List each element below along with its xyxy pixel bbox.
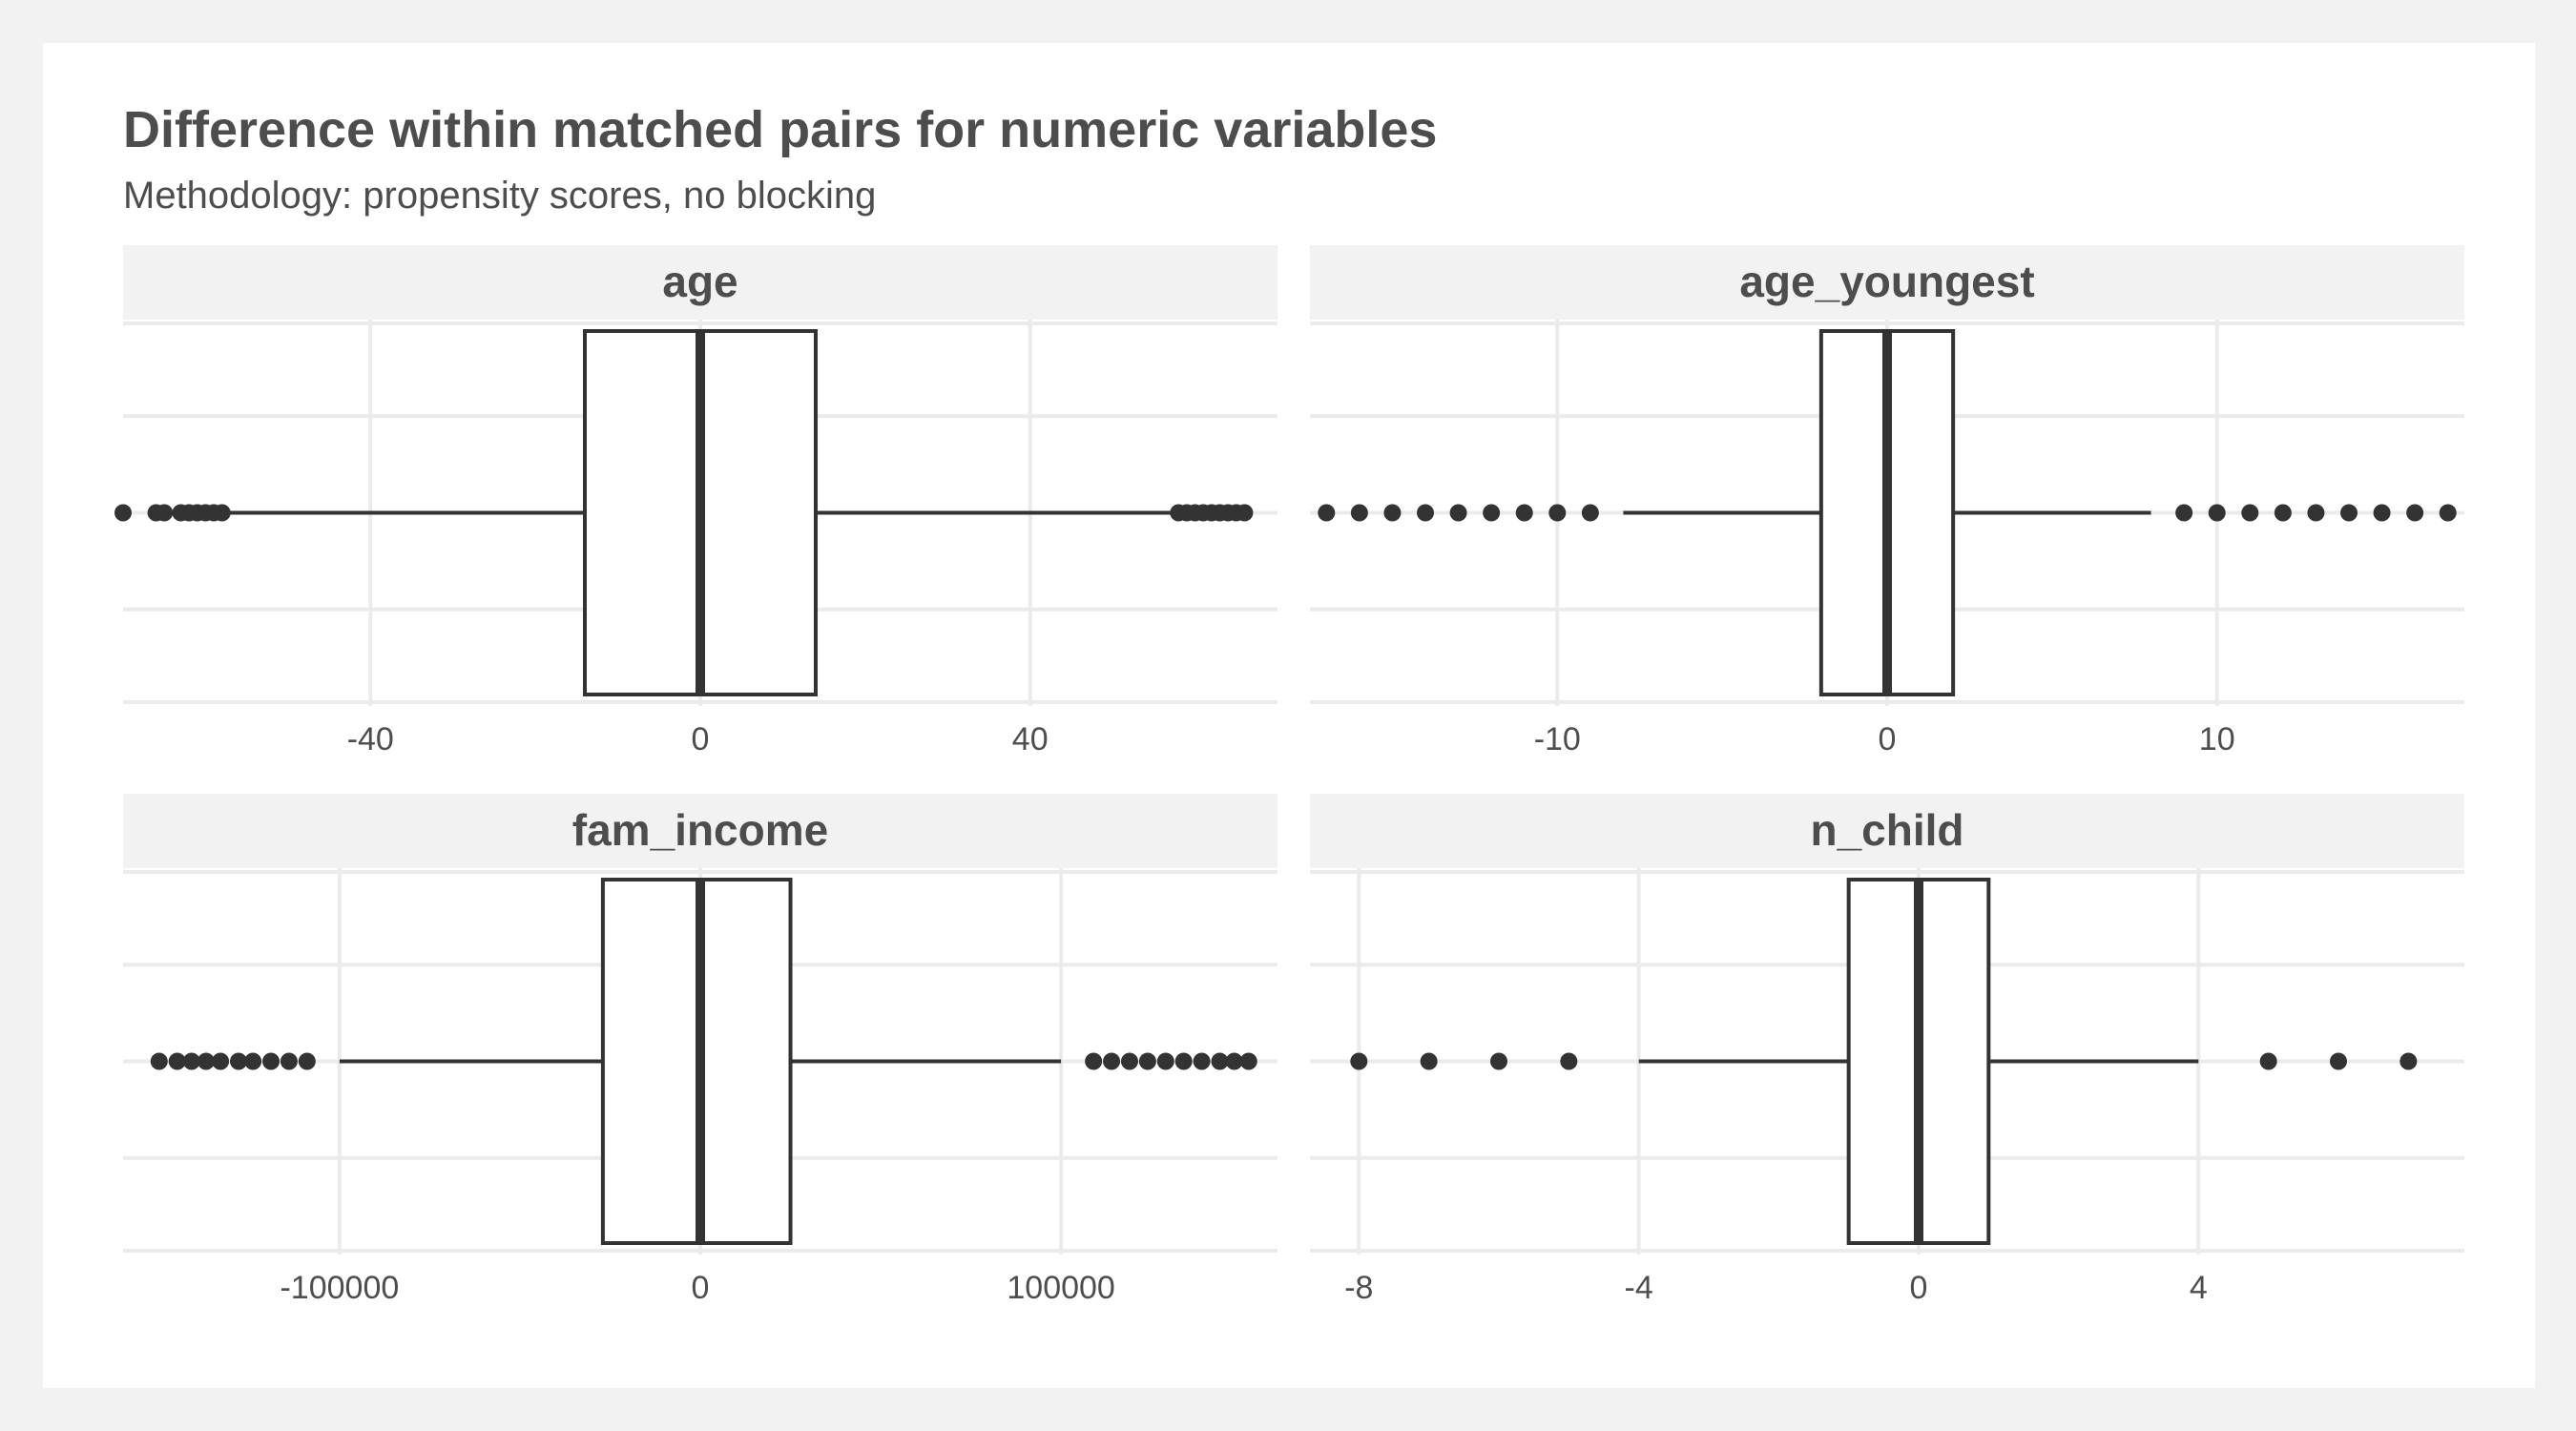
outlier-point xyxy=(1239,1052,1257,1070)
outlier-point xyxy=(1193,1052,1211,1070)
outlier-point xyxy=(2399,1052,2418,1070)
facet-strip xyxy=(1310,245,2464,320)
outlier-point xyxy=(1120,1052,1138,1070)
facet-strip xyxy=(123,245,1278,320)
outlier-point xyxy=(150,1052,168,1070)
outlier-point xyxy=(182,1052,200,1070)
outlier-point xyxy=(1156,1052,1174,1070)
x-tick-label: 100000 xyxy=(1007,1270,1114,1306)
outlier-point xyxy=(1138,1052,1156,1070)
outlier-point xyxy=(156,504,174,522)
facet-strip-label: age_youngest xyxy=(1739,257,2034,306)
x-tick-label: 10 xyxy=(2199,721,2235,757)
outlier-point xyxy=(262,1052,280,1070)
outlier-point xyxy=(197,1052,215,1070)
outlier-point xyxy=(1490,1052,1507,1070)
outlier-point xyxy=(2241,504,2259,522)
x-tick-label: 0 xyxy=(1910,1270,1928,1306)
x-tick-label: -8 xyxy=(1344,1270,1373,1306)
outlier-point xyxy=(230,1052,247,1070)
x-tick-label: -10 xyxy=(1534,721,1581,757)
outlier-point xyxy=(1350,504,1368,522)
outlier-point xyxy=(168,1052,186,1070)
x-tick-label: -40 xyxy=(347,721,394,757)
facet-strip xyxy=(123,794,1278,868)
outlier-point xyxy=(1449,504,1467,522)
outlier-point xyxy=(1236,504,1254,522)
outlier-point xyxy=(244,1052,262,1070)
facet-strip-label: n_child xyxy=(1810,805,1963,855)
facet-strip-label: fam_income xyxy=(572,805,828,855)
chart-card: Difference within matched pairs for nume… xyxy=(43,43,2535,1388)
chart-title: Difference within matched pairs for nume… xyxy=(123,101,1438,158)
outlier-point xyxy=(1417,504,1434,522)
outlier-point xyxy=(2340,504,2358,522)
outlier-point xyxy=(1103,1052,1121,1070)
x-tick-label: 4 xyxy=(2190,1270,2208,1306)
outlier-point xyxy=(1211,1052,1229,1070)
outlier-point xyxy=(298,1052,316,1070)
x-tick-label: 0 xyxy=(1879,721,1897,757)
x-tick-label: 0 xyxy=(692,1270,710,1306)
outlier-point xyxy=(2259,1052,2277,1070)
outlier-point xyxy=(2274,504,2292,522)
outlier-point xyxy=(114,504,132,522)
facet-strip-label: age xyxy=(662,257,737,306)
outlier-point xyxy=(1350,1052,1368,1070)
outlier-point xyxy=(2330,1052,2347,1070)
outlier-point xyxy=(1581,504,1599,522)
outlier-point xyxy=(1420,1052,1438,1070)
outlier-point xyxy=(1225,1052,1243,1070)
outlier-point xyxy=(280,1052,298,1070)
x-tick-label: 40 xyxy=(1012,721,1049,757)
facet-strip xyxy=(1310,794,2464,868)
x-tick-label: 0 xyxy=(692,721,710,757)
outlier-point xyxy=(212,1052,230,1070)
outlier-point xyxy=(1560,1052,1578,1070)
outlier-point xyxy=(2307,504,2325,522)
outlier-point xyxy=(1174,1052,1193,1070)
outlier-point xyxy=(2439,504,2457,522)
outlier-point xyxy=(2175,504,2193,522)
chart-subtitle: Methodology: propensity scores, no block… xyxy=(123,175,877,217)
x-tick-label: -100000 xyxy=(280,1270,399,1306)
outlier-point xyxy=(1515,504,1533,522)
outlier-point xyxy=(1383,504,1402,522)
x-tick-label: -4 xyxy=(1625,1270,1653,1306)
outlier-point xyxy=(1318,504,1336,522)
outlier-point xyxy=(2373,504,2391,522)
outlier-point xyxy=(1548,504,1567,522)
outlier-point xyxy=(2406,504,2424,522)
outlier-point xyxy=(1483,504,1501,522)
outlier-point xyxy=(2208,504,2226,522)
outlier-point xyxy=(213,504,231,522)
outlier-point xyxy=(1085,1052,1103,1070)
